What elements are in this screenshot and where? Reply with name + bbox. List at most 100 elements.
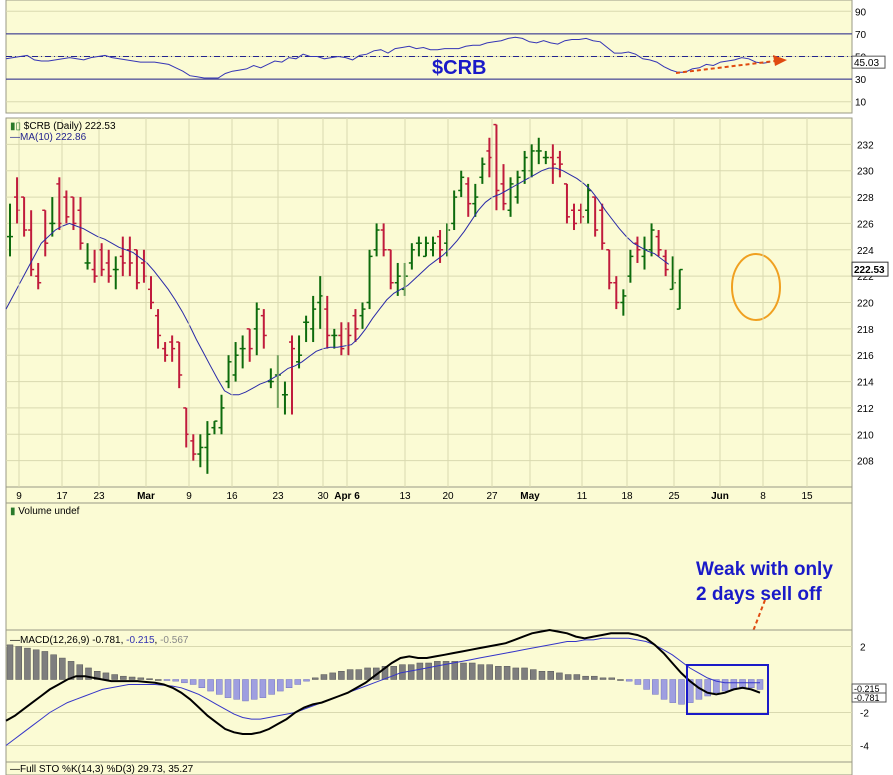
price-bar <box>620 289 627 316</box>
rsi-line <box>5 36 771 79</box>
macd-tick-label: -2 <box>860 709 869 720</box>
x-tick-label: 8 <box>760 491 766 502</box>
price-bar <box>91 249 98 283</box>
macd-histogram-bar <box>355 669 363 680</box>
macd-histogram-bar <box>76 664 84 680</box>
macd-title-text: MACD(12,26,9) <box>20 635 90 646</box>
price-bar <box>359 302 366 329</box>
x-axis: 9 17 23 Mar 9 16 23 30 Apr 6 13 20 27 May 11 18 25 Jun 8 1… <box>5 118 853 504</box>
ma-title: —MA(10) 222.86 <box>10 132 86 143</box>
price-last-value: 222.53 <box>854 265 885 276</box>
price-bar <box>239 335 246 369</box>
price-bar <box>310 295 317 343</box>
macd-histogram-bar <box>303 679 310 682</box>
price-bar <box>63 190 70 224</box>
macd-histogram-bar <box>468 662 476 680</box>
price-bar <box>21 196 28 237</box>
macd-histogram-bar <box>172 679 179 682</box>
price-bar <box>415 236 422 257</box>
price-bar <box>133 249 140 290</box>
price-bar <box>35 262 42 290</box>
price-bar <box>627 249 634 283</box>
price-bar <box>296 335 303 369</box>
stochastic-swatch-icon: — <box>10 764 20 775</box>
price-bar <box>556 150 563 178</box>
macd-histogram-bar <box>678 679 685 705</box>
price-bar <box>218 394 225 435</box>
price-tick-label: 210 <box>857 430 874 441</box>
stochastic-title-text: Full STO %K(14,3) %D(3) 29.73, 35.27 <box>20 764 194 775</box>
rsi-panel: 103050709045.03 <box>5 0 886 114</box>
macd-histogram-bar <box>207 679 214 692</box>
price-bar <box>430 236 436 257</box>
rsi-last-value: 45.03 <box>854 58 879 69</box>
macd-histogram-bar <box>259 679 267 698</box>
macd-histogram-bar <box>617 679 624 681</box>
price-bar <box>289 335 295 415</box>
macd-histogram-bar <box>285 679 293 688</box>
macd-value-3: -0.567 <box>160 635 189 646</box>
macd-histogram-bar <box>146 678 153 680</box>
price-bar <box>535 137 542 165</box>
x-tick-label: 27 <box>486 491 498 502</box>
macd-last-value-1: -0.215 <box>854 684 880 694</box>
macd-histogram-bar <box>85 667 92 680</box>
highlight-ellipse <box>731 253 781 321</box>
price-bar <box>260 309 267 349</box>
macd-histogram-bar <box>24 647 31 680</box>
price-bar <box>84 243 91 270</box>
rsi-arrow-head <box>773 55 787 66</box>
x-tick-label: Jun <box>711 491 729 502</box>
macd-histogram-bar <box>250 679 258 700</box>
price-bar <box>197 434 204 468</box>
price-bar <box>549 144 556 184</box>
macd-histogram-bar <box>556 672 563 680</box>
macd-last-box-2 <box>851 692 887 703</box>
price-bar <box>246 328 253 362</box>
macd-histogram-bar <box>573 674 581 680</box>
price-bar <box>521 150 528 184</box>
price-bar <box>676 268 683 310</box>
price-bar <box>606 249 613 290</box>
macd-title: —MACD(12,26,9) -0.781, -0.215, -0.567 <box>10 635 189 646</box>
macd-histogram-bar <box>495 666 502 680</box>
price-title: ▮▯ $CRB (Daily) 222.53 <box>10 121 116 132</box>
macd-histogram-bar <box>721 679 729 692</box>
x-tick-label: 30 <box>317 491 329 502</box>
macd-panel: -4-22-0.215-0.781 <box>5 628 887 763</box>
price-bar <box>190 434 197 461</box>
macd-histogram-bar <box>416 662 424 680</box>
price-bar <box>507 177 514 217</box>
macd-histogram-bar <box>6 644 14 680</box>
price-bar <box>479 157 486 184</box>
rsi-last-value-box <box>851 55 886 69</box>
price-bar <box>592 196 599 237</box>
price-bar <box>176 341 183 389</box>
stochastic-panel <box>5 761 853 775</box>
macd-histogram-bar <box>538 671 546 680</box>
macd-histogram-bar <box>181 679 188 684</box>
price-bar <box>28 210 35 277</box>
macd-histogram-bar <box>652 679 659 695</box>
price-bar <box>211 420 218 435</box>
macd-histogram-bar <box>346 669 354 680</box>
price-bar <box>303 315 310 343</box>
price-bar <box>49 197 56 237</box>
macd-histogram-bar <box>32 649 40 680</box>
x-tick-label: 15 <box>801 491 813 502</box>
macd-histogram-bar <box>634 679 642 685</box>
macd-histogram-bar <box>442 661 450 680</box>
price-bar <box>232 342 239 382</box>
price-tick-label: 224 <box>857 246 874 257</box>
price-bar <box>613 276 620 310</box>
macd-histogram-bar <box>216 679 223 695</box>
macd-value-1: -0.781 <box>92 635 121 646</box>
price-bar <box>387 249 394 290</box>
x-tick-label: 11 <box>577 491 588 502</box>
macd-histogram-bar <box>599 677 607 680</box>
macd-swatch-icon: — <box>10 635 20 646</box>
x-tick-label: 20 <box>442 491 454 502</box>
price-bar <box>500 164 507 211</box>
macd-histogram-bar <box>486 664 493 680</box>
